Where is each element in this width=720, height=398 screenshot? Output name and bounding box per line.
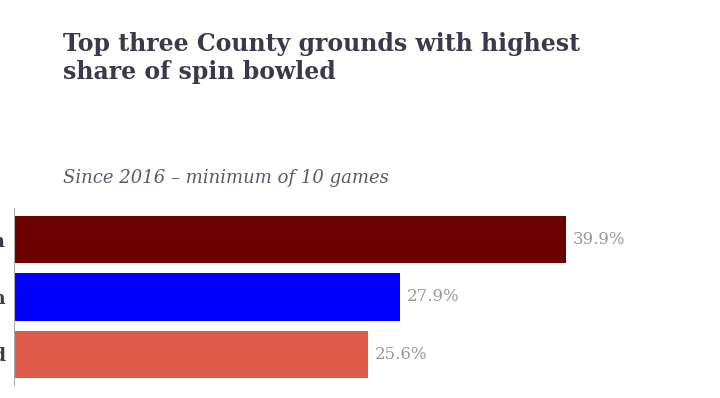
- Text: 39.9%: 39.9%: [573, 231, 626, 248]
- Text: Top three County grounds with highest
share of spin bowled: Top three County grounds with highest sh…: [63, 31, 580, 84]
- Bar: [14, 216, 566, 263]
- Bar: [14, 331, 369, 378]
- Text: 27.9%: 27.9%: [407, 289, 459, 306]
- Text: 25.6%: 25.6%: [375, 346, 428, 363]
- Text: Since 2016 – minimum of 10 games: Since 2016 – minimum of 10 games: [63, 169, 389, 187]
- Bar: [14, 273, 400, 320]
